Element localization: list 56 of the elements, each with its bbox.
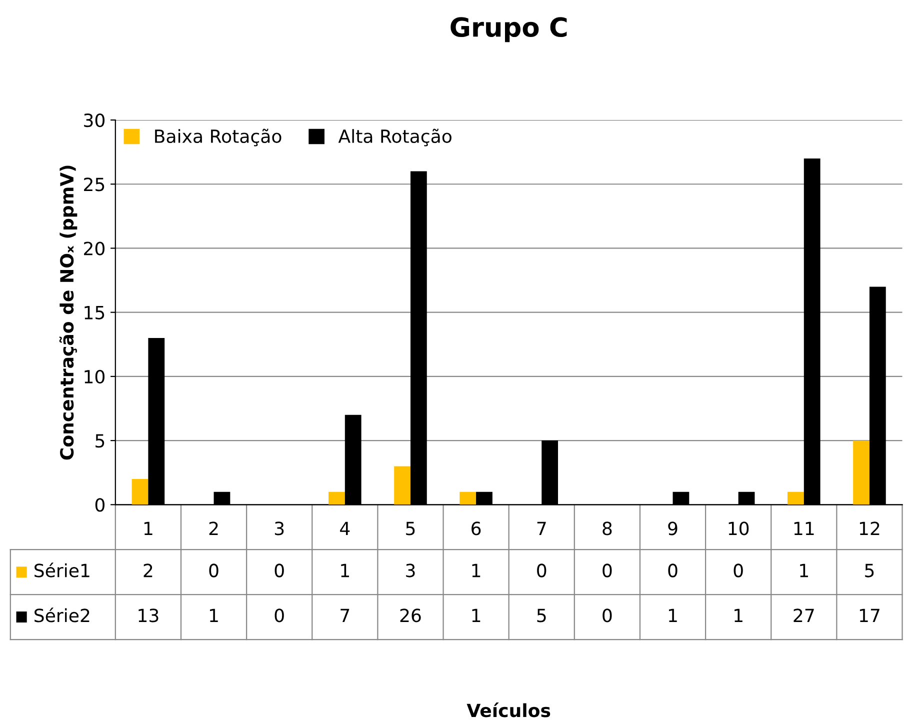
text: Série2 xyxy=(34,608,90,622)
y-tick-label: 10 xyxy=(84,370,104,384)
x-tick-label: 9 xyxy=(668,522,678,536)
bar xyxy=(394,466,410,505)
data-label: 1 xyxy=(669,608,677,622)
x-tick-label: 4 xyxy=(340,522,350,536)
bar xyxy=(132,479,148,505)
data-label: 5 xyxy=(865,564,874,578)
x-tick-label: 10 xyxy=(728,522,749,536)
data-label: 1 xyxy=(800,564,808,578)
data-label: 1 xyxy=(341,564,349,578)
y-tick-label: 30 xyxy=(84,113,104,128)
data-label: 3 xyxy=(406,564,415,578)
x-tick-label: 6 xyxy=(472,522,481,536)
y-tick-label: 5 xyxy=(96,434,104,448)
data-label: 0 xyxy=(274,608,284,622)
data-label: 0 xyxy=(602,564,612,578)
data-label: 5 xyxy=(537,608,546,622)
y-tick-label: 20 xyxy=(84,242,104,256)
legend-label: Baixa Rotação xyxy=(155,128,282,146)
data-label: 0 xyxy=(274,564,284,578)
x-tick-label: 2 xyxy=(209,522,218,536)
text: Série1 xyxy=(34,562,90,578)
x-tick-label: 8 xyxy=(602,522,612,536)
data-label: 1 xyxy=(210,608,218,622)
x-tick-label: 3 xyxy=(274,522,284,536)
data-label: 1 xyxy=(472,608,480,622)
y-tick-label: 25 xyxy=(84,178,104,192)
data-label: 26 xyxy=(400,608,421,622)
data-label: 13 xyxy=(138,608,158,622)
y-tick-label: 15 xyxy=(84,306,104,320)
x-tick-label: 5 xyxy=(406,522,415,536)
data-label: 7 xyxy=(340,608,350,622)
bar xyxy=(328,492,345,505)
data-label: 0 xyxy=(734,564,743,578)
data-label: 0 xyxy=(209,564,218,578)
legend-label: Alta Rotação xyxy=(338,128,452,146)
data-label: 0 xyxy=(602,608,612,622)
bar xyxy=(460,492,476,505)
bar xyxy=(788,492,804,505)
data-label: 0 xyxy=(537,564,546,578)
bar xyxy=(853,440,870,505)
data-label: 1 xyxy=(472,564,480,578)
data-label: 27 xyxy=(794,608,814,622)
x-tick-label: 12 xyxy=(860,522,880,536)
data-label: 2 xyxy=(144,564,152,578)
data-label: 17 xyxy=(860,608,880,622)
y-axis-title: Concentração de NOₓ (ppmV) xyxy=(59,166,78,460)
data-label: 1 xyxy=(734,608,742,622)
x-tick-label: 11 xyxy=(794,522,814,536)
text: Veículos xyxy=(466,702,550,718)
chart-title: Grupo C xyxy=(450,17,567,42)
data-label: 0 xyxy=(668,564,678,578)
y-tick-label: 0 xyxy=(95,498,104,512)
x-tick-label: 1 xyxy=(144,522,152,536)
x-tick-label: 7 xyxy=(537,522,546,536)
